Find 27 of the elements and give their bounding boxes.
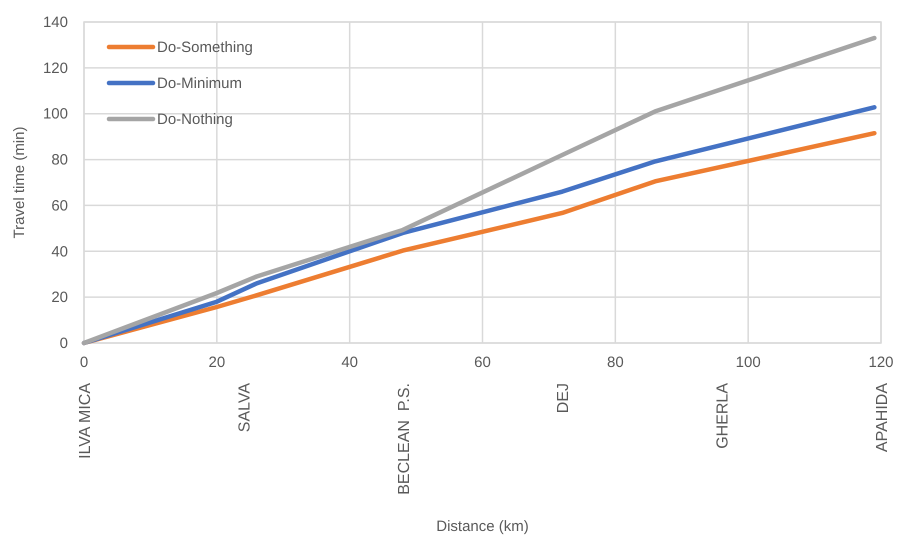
text: Distance (km): [436, 518, 529, 535]
x-tick-label: 20: [208, 354, 226, 371]
x-tick-label: 0: [80, 354, 88, 371]
x-tick-label: 40: [341, 354, 358, 371]
text: SALVA: [236, 382, 254, 432]
text: ILVA MICA: [77, 382, 94, 459]
legend-label: Do-Something: [157, 39, 253, 56]
y-tick-label: 80: [51, 152, 68, 169]
y-tick-label: 40: [51, 243, 68, 260]
y-tick-label: 60: [51, 197, 68, 214]
text: APAHIDA: [874, 382, 891, 452]
y-tick-label: 0: [60, 335, 68, 352]
text: GHERLA: [714, 382, 732, 449]
y-tick-label: 120: [42, 60, 68, 77]
text: DEJ: [555, 383, 572, 414]
text: BECLEAN P.S.: [396, 383, 413, 495]
x-tick-label: 120: [868, 354, 894, 371]
legend-label: Do-Minimum: [157, 75, 242, 92]
y-axis-title: Travel time (min): [11, 126, 28, 238]
y-tick-label: 100: [42, 106, 68, 123]
x-tick-label: 60: [474, 354, 491, 371]
y-tick-label: 140: [42, 14, 68, 31]
x-tick-label: 80: [606, 354, 624, 371]
legend-label: Do-Nothing: [157, 111, 233, 128]
x-tick-label: 100: [736, 354, 761, 371]
y-tick-label: 20: [51, 289, 68, 306]
line-series: [82, 36, 877, 346]
